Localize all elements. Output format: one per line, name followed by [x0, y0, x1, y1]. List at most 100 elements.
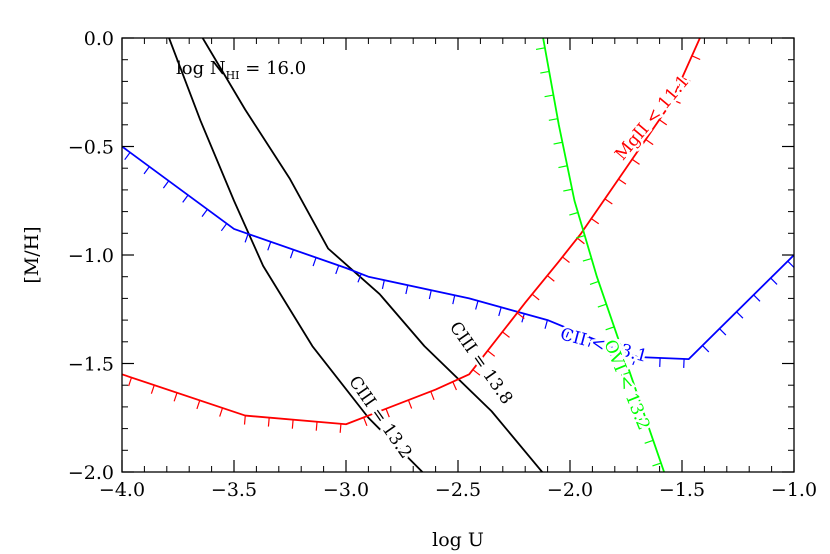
- hatch-mark-mgii-11-1: [339, 423, 342, 433]
- hatch-mark-ovi-13-2: [589, 280, 599, 285]
- hatch-mark-mgii-11-1: [672, 99, 681, 104]
- x-tick-label: −1.5: [659, 479, 705, 501]
- hatch-mark-mgii-11-1: [173, 392, 178, 402]
- x-tick-label: −4.0: [99, 479, 145, 501]
- hatch-mark-ovi-13-2: [597, 303, 607, 308]
- hatch-mark-mgii-11-1: [618, 178, 627, 185]
- hatch-mark-mgii-11-1: [502, 331, 510, 338]
- hatch-mark-cii-13-1: [610, 347, 615, 356]
- hatch-mark-mgii-11-1: [472, 369, 481, 376]
- hatch-mark-cii-13-1: [201, 208, 208, 217]
- hatch-mark-mgii-11-1: [128, 377, 133, 387]
- hatch-mark-ovi-13-2: [563, 188, 573, 192]
- hatch-mark-ovi-13-2: [644, 439, 654, 444]
- hatch-mark-mgii-11-1: [531, 293, 540, 301]
- hatch-mark-cii-13-1: [143, 166, 150, 175]
- hatch-mark-cii-13-1: [312, 257, 317, 267]
- hatch-mark-mgii-11-1: [658, 119, 668, 126]
- hatch-mark-ovi-13-2: [605, 326, 615, 331]
- hatch-mark-mgii-11-1: [243, 415, 246, 425]
- hatch-mark-ovi-13-2: [558, 165, 568, 169]
- hatch-mark-ovi-13-2: [582, 257, 592, 262]
- y-tick-label: −2.0: [68, 462, 114, 484]
- hatch-mark-mgii-11-1: [562, 256, 570, 263]
- hatch-mark-cii-13-1: [182, 194, 189, 203]
- plot-frame: [121, 37, 795, 473]
- column-density-label: log NHI = 16.0: [176, 58, 306, 82]
- hatch-mark-cii-13-1: [544, 319, 549, 329]
- hatch-mark-mgii-11-1: [291, 419, 294, 429]
- hatch-mark-ovi-13-2: [540, 70, 550, 74]
- hatch-mark-mgii-11-1: [546, 275, 555, 282]
- hatch-mark-mgii-11-1: [487, 350, 496, 357]
- hatch-mark-cii-13-1: [335, 265, 340, 275]
- curve-label-ciii-13-8: CIII = 13.8: [445, 318, 516, 408]
- hatch-mark-cii-13-1: [289, 249, 294, 259]
- hatch-mark-mgii-11-1: [385, 408, 390, 418]
- hatch-mark-cii-13-1: [124, 152, 131, 161]
- hatch-mark-mgii-11-1: [645, 139, 654, 146]
- hatch-mark-cii-13-1: [719, 328, 727, 336]
- hatch-mark-ovi-13-2: [636, 417, 646, 422]
- column-density-prefix: log N: [176, 58, 226, 79]
- hatch-mark-cii-13-1: [632, 356, 637, 366]
- hatch-mark-ovi-13-2: [613, 348, 623, 354]
- hatch-mark-mgii-11-1: [452, 381, 458, 391]
- hatch-mark-mgii-11-1: [150, 384, 155, 394]
- hatch-mark-cii-13-1: [357, 273, 362, 283]
- hatch-mark-cii-13-1: [587, 338, 593, 347]
- hatch-mark-cii-13-1: [267, 241, 272, 251]
- series-line-ciii-13-2: [168, 38, 424, 472]
- y-tick-label: 0.0: [84, 28, 114, 50]
- hatch-mark-mgii-11-1: [430, 391, 435, 401]
- curve-label-ciii-13-2: CIII = 13.2: [344, 372, 415, 462]
- series-line-ovi-13-2: [542, 38, 666, 472]
- y-axis-label: [M/H]: [21, 226, 43, 283]
- hatch-mark-cii-13-1: [475, 300, 479, 310]
- hatch-mark-ovi-13-2: [575, 234, 585, 239]
- curve-label-mgii-11-1: MgII < 11.1: [611, 71, 694, 164]
- hatch-mark-ovi-13-2: [535, 47, 546, 51]
- hatch-mark-ovi-13-2: [544, 94, 554, 98]
- hatch-mark-ovi-13-2: [652, 462, 662, 467]
- column-density-value: = 16.0: [240, 58, 307, 79]
- hatch-mark-mgii-11-1: [590, 218, 600, 225]
- hatch-mark-ovi-13-2: [553, 141, 563, 145]
- hatch-mark-cii-13-1: [428, 290, 432, 300]
- series-layer: [122, 38, 794, 472]
- hatch-mark-mgii-11-1: [196, 400, 201, 410]
- hatch-mark-mgii-11-1: [691, 55, 701, 61]
- hatch-mark-cii-13-1: [381, 279, 385, 290]
- hatch-mark-mgii-11-1: [407, 399, 413, 409]
- y-tick-label: −1.0: [68, 245, 114, 267]
- x-tick-label: −3.0: [323, 479, 369, 501]
- hatch-mark-mgii-11-1: [604, 198, 613, 205]
- hatch-mark-cii-13-1: [244, 233, 249, 243]
- column-density-subscript: HI: [226, 69, 240, 82]
- x-tick-label: −1.0: [771, 479, 817, 501]
- hatch-mark-cii-13-1: [220, 223, 228, 232]
- y-tick-label: −1.5: [68, 354, 114, 376]
- hatch-mark-cii-13-1: [452, 295, 456, 305]
- hatch-mark-cii-13-1: [498, 307, 502, 317]
- series-line-cii-13-1: [122, 145, 794, 361]
- hatch-mark-ovi-13-2: [621, 371, 630, 376]
- hatch-mark-cii-13-1: [787, 260, 794, 268]
- hatch-mark-cii-13-1: [753, 294, 761, 302]
- hatch-mark-cii-13-1: [405, 285, 409, 295]
- x-tick-label: −2.5: [435, 479, 481, 501]
- x-tick-label: −3.5: [211, 479, 257, 501]
- hatch-mark-cii-13-1: [565, 328, 571, 338]
- hatch-mark-ovi-13-2: [569, 211, 579, 216]
- hatch-mark-mgii-11-1: [219, 407, 224, 417]
- hatch-mark-mgii-11-1: [631, 158, 640, 165]
- hatch-mark-cii-13-1: [770, 277, 778, 285]
- hatch-mark-ovi-13-2: [628, 394, 638, 399]
- hatch-mark-cii-13-1: [702, 345, 710, 353]
- series-line-mgii-11-1: [122, 38, 701, 426]
- hatch-mark-cii-13-1: [736, 311, 744, 319]
- axis-tick-layer: −4.0 −3.5 −3.0 −2.5 −2.0 −1.5 −1.0 0.0 −0.5 −1.0 −…: [68, 28, 817, 501]
- hatch-mark-mgii-11-1: [576, 237, 585, 245]
- hatch-mark-mgii-11-1: [681, 77, 691, 82]
